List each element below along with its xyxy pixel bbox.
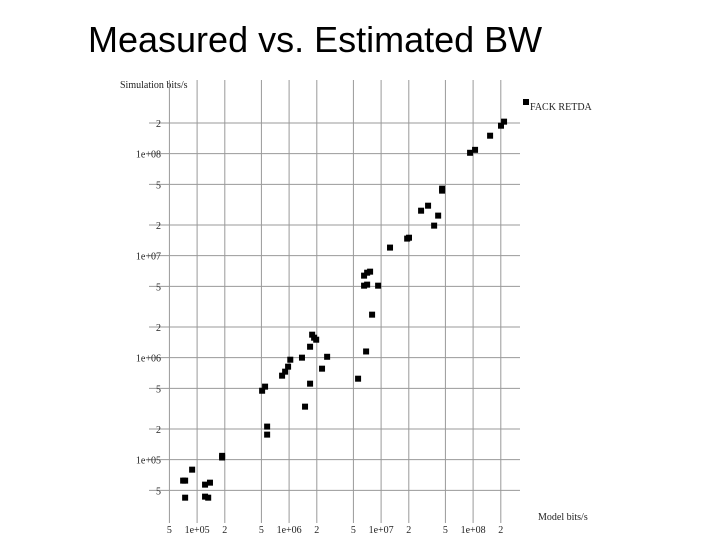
data-point: [313, 336, 320, 343]
y-tick-label: 5: [156, 384, 161, 395]
y-tick-label: 2: [156, 221, 161, 232]
data-point: [307, 343, 314, 350]
y-axis-label: Simulation bits/s: [120, 80, 188, 91]
chart-title: Measured vs. Estimated BW: [88, 19, 542, 60]
y-tick-label: 2: [156, 119, 161, 130]
y-tick-label: 1e+07: [136, 252, 161, 263]
x-tick-label: 2: [498, 525, 503, 536]
x-axis-label: Model bits/s: [538, 512, 588, 523]
x-tick-label: 5: [259, 525, 264, 536]
data-point: [202, 481, 209, 488]
x-tick-label: 1e+08: [461, 525, 486, 536]
data-point: [264, 423, 271, 430]
data-point: [435, 212, 442, 219]
data-point: [324, 353, 331, 360]
data-point: [387, 244, 394, 251]
data-point: [319, 365, 326, 372]
x-tick-label: 5: [351, 525, 356, 536]
data-point: [264, 431, 271, 438]
data-point: [279, 372, 286, 379]
y-tick-label: 1e+05: [136, 456, 161, 467]
data-point: [282, 368, 289, 375]
data-point: [302, 403, 309, 410]
data-point: [202, 493, 209, 500]
data-point: [206, 479, 213, 486]
data-point: [439, 185, 446, 192]
x-tick-label: 1e+07: [369, 525, 394, 536]
data-point: [205, 494, 212, 501]
x-tick-label: 2: [406, 525, 411, 536]
data-point: [307, 380, 314, 387]
data-point: [467, 149, 474, 156]
data-point: [405, 234, 412, 241]
data-point: [361, 282, 368, 289]
data-point: [367, 268, 374, 275]
data-point: [219, 452, 226, 459]
y-tick-label: 1e+08: [136, 150, 161, 161]
data-point: [182, 477, 189, 484]
data-point: [363, 348, 370, 355]
data-point: [497, 122, 504, 129]
data-point: [487, 132, 494, 139]
y-tick-label: 1e+06: [136, 354, 161, 365]
data-point: [418, 207, 425, 214]
data-point: [189, 466, 196, 473]
x-tick-label: 2: [314, 525, 319, 536]
data-point: [355, 375, 362, 382]
data-point: [259, 387, 266, 394]
x-tick-label: 1e+06: [277, 525, 302, 536]
data-point: [298, 354, 305, 361]
data-point: [287, 356, 294, 363]
y-tick-label: 5: [156, 282, 161, 293]
data-point: [182, 494, 189, 501]
data-point: [375, 282, 382, 289]
x-tick-label: 5: [443, 525, 448, 536]
x-tick-label: 5: [167, 525, 172, 536]
data-point: [285, 363, 292, 370]
y-tick-label: 5: [156, 486, 161, 497]
data-point: [501, 118, 508, 125]
data-point: [431, 222, 438, 229]
data-point: [262, 383, 269, 390]
legend-label: FACK RETDA: [530, 102, 593, 113]
data-point: [472, 146, 479, 153]
y-tick-label: 2: [156, 425, 161, 436]
x-tick-label: 2: [222, 525, 227, 536]
data-point: [364, 281, 371, 288]
data-point: [425, 202, 432, 209]
data-point: [361, 272, 368, 279]
legend-marker: [523, 99, 529, 105]
x-tick-label: 1e+05: [185, 525, 210, 536]
y-tick-label: 2: [156, 323, 161, 334]
data-point: [369, 311, 376, 318]
y-tick-label: 5: [156, 180, 161, 191]
